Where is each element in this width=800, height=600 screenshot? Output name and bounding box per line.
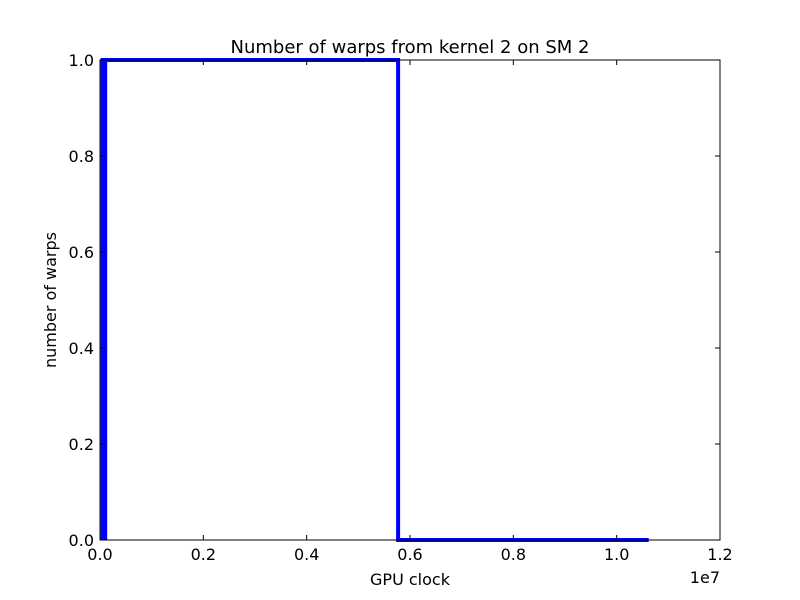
x-tick-label: 0.4 xyxy=(294,545,319,564)
x-tick-label: 0.2 xyxy=(191,545,216,564)
y-tick-label: 1.0 xyxy=(69,51,94,70)
chart-title: Number of warps from kernel 2 on SM 2 xyxy=(231,37,590,58)
x-tick-label: 0.6 xyxy=(397,545,422,564)
x-tick-label: 0.0 xyxy=(87,545,112,564)
y-tick-label: 0.6 xyxy=(69,243,94,262)
x-tick-label: 1.0 xyxy=(604,545,629,564)
x-tick-label: 0.8 xyxy=(501,545,526,564)
y-tick-label: 0.0 xyxy=(69,531,94,550)
plot-frame xyxy=(99,59,721,541)
x-axis: 0.0 0.2 0.4 0.6 0.8 1.0 1.2 xyxy=(87,60,733,564)
y-axis: 0.0 0.2 0.4 0.6 0.8 1.0 xyxy=(69,51,720,550)
x-tick-label: 1.2 xyxy=(707,545,732,564)
y-tick-label: 0.4 xyxy=(69,339,94,358)
x-axis-label: GPU clock xyxy=(370,570,451,589)
y-tick-label: 0.8 xyxy=(69,147,94,166)
y-tick-label: 0.2 xyxy=(69,435,94,454)
x-axis-offset-label: 1e7 xyxy=(690,568,720,587)
y-axis-label: number of warps xyxy=(41,232,60,368)
series-layer xyxy=(100,58,649,542)
series-line-0 xyxy=(100,58,649,542)
